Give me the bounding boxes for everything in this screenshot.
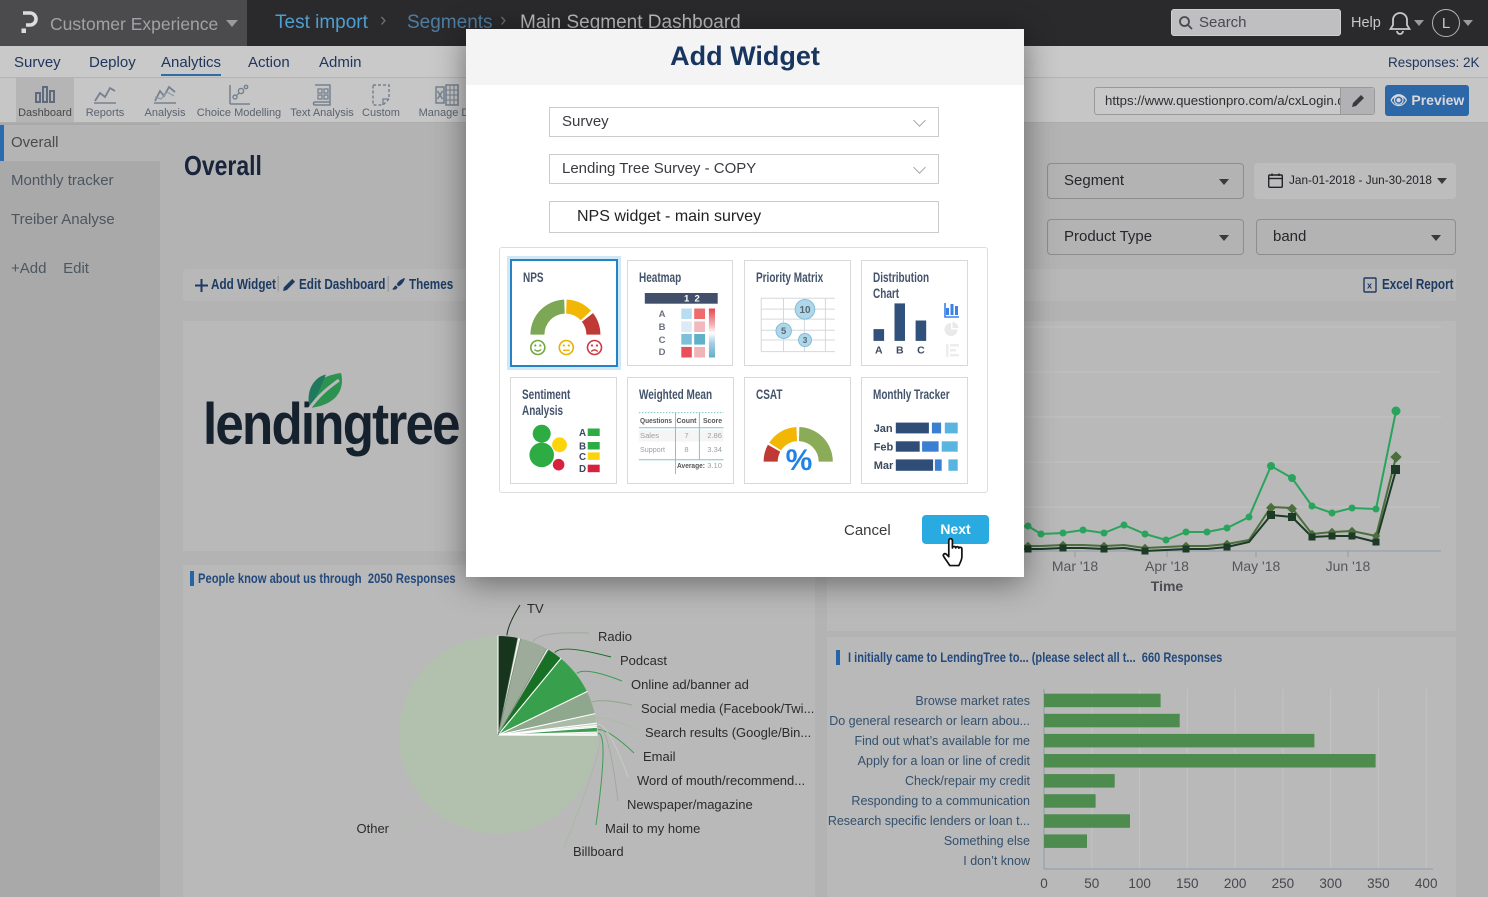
svg-text:Time: Time xyxy=(1151,578,1184,594)
svg-text:Mail to my home: Mail to my home xyxy=(605,821,700,836)
svg-text:Online ad/banner ad: Online ad/banner ad xyxy=(631,677,749,692)
svg-text:A: A xyxy=(875,345,883,357)
svg-text:C: C xyxy=(579,452,586,463)
svg-text:350: 350 xyxy=(1367,876,1390,891)
svg-text:Score: Score xyxy=(703,416,722,425)
svg-text:D: D xyxy=(579,464,586,475)
svg-text:%: % xyxy=(786,444,813,477)
svg-text:Something else: Something else xyxy=(944,834,1030,848)
svg-text:0: 0 xyxy=(1040,876,1048,891)
svg-text:7: 7 xyxy=(684,431,688,440)
svg-text:1: 1 xyxy=(684,294,690,305)
svg-text:Mar: Mar xyxy=(874,460,894,472)
svg-text:100: 100 xyxy=(1128,876,1151,891)
svg-text:250: 250 xyxy=(1272,876,1295,891)
svg-text:Find out what’s available for: Find out what’s available for me xyxy=(854,734,1030,748)
svg-text:2.86: 2.86 xyxy=(707,431,722,440)
svg-text:Social media (Facebook/Twi...: Social media (Facebook/Twi... xyxy=(641,701,814,716)
svg-text:5: 5 xyxy=(781,326,787,337)
svg-text:400: 400 xyxy=(1415,876,1438,891)
svg-text:Questions: Questions xyxy=(640,416,672,425)
svg-text:TV: TV xyxy=(527,601,544,616)
svg-text:200: 200 xyxy=(1224,876,1247,891)
svg-text:Apply for a loan or line of cr: Apply for a loan or line of credit xyxy=(858,754,1031,768)
svg-text:A: A xyxy=(579,428,586,439)
svg-text:Average:: Average: xyxy=(677,461,705,470)
svg-text:B: B xyxy=(579,442,586,453)
svg-text:Jan: Jan xyxy=(874,423,893,435)
svg-text:8: 8 xyxy=(684,445,688,454)
svg-text:C: C xyxy=(659,335,666,346)
svg-text:3: 3 xyxy=(803,335,808,345)
svg-text:Word of mouth/recommend...: Word of mouth/recommend... xyxy=(637,773,805,788)
svg-text:Mar '18: Mar '18 xyxy=(1052,558,1098,574)
svg-text:Responding to a communication: Responding to a communication xyxy=(851,794,1030,808)
svg-text:3.34: 3.34 xyxy=(707,445,722,454)
svg-text:2: 2 xyxy=(695,294,700,305)
svg-text:Do general research or learn a: Do general research or learn abou... xyxy=(829,714,1030,728)
svg-text:300: 300 xyxy=(1319,876,1342,891)
svg-text:10: 10 xyxy=(799,305,811,316)
svg-text:D: D xyxy=(659,347,666,358)
svg-text:Check/repair my credit: Check/repair my credit xyxy=(905,774,1031,788)
svg-text:B: B xyxy=(896,345,904,357)
svg-text:Jun '18: Jun '18 xyxy=(1326,558,1371,574)
svg-text:50: 50 xyxy=(1084,876,1099,891)
svg-text:Count: Count xyxy=(677,416,697,425)
svg-text:Search results (Google/Bin...: Search results (Google/Bin... xyxy=(645,725,811,740)
svg-text:3.10: 3.10 xyxy=(707,461,722,470)
svg-text:Radio: Radio xyxy=(598,629,632,644)
svg-text:Email: Email xyxy=(643,749,676,764)
svg-text:I don’t know: I don’t know xyxy=(963,854,1031,868)
svg-text:A: A xyxy=(659,309,666,320)
svg-text:Support: Support xyxy=(640,445,666,454)
svg-text:Podcast: Podcast xyxy=(620,653,667,668)
svg-text:May '18: May '18 xyxy=(1232,558,1281,574)
svg-text:Research specific lenders or l: Research specific lenders or loan t... xyxy=(828,814,1030,828)
svg-text:Billboard: Billboard xyxy=(573,844,624,859)
svg-text:Feb: Feb xyxy=(874,442,894,454)
svg-text:Browse market rates: Browse market rates xyxy=(915,694,1030,708)
svg-text:B: B xyxy=(659,322,666,333)
svg-text:Apr '18: Apr '18 xyxy=(1145,558,1189,574)
svg-text:150: 150 xyxy=(1176,876,1199,891)
svg-text:Other: Other xyxy=(356,821,389,836)
svg-text:C: C xyxy=(917,345,925,357)
svg-text:Sales: Sales xyxy=(640,431,659,440)
svg-text:Newspaper/magazine: Newspaper/magazine xyxy=(627,797,753,812)
svg-text:x: x xyxy=(1367,281,1372,291)
